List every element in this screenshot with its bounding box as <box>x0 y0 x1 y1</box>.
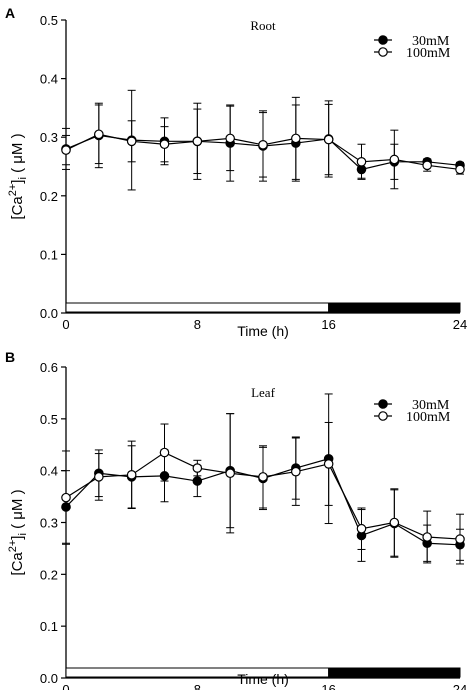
data-point-100mM <box>356 157 367 167</box>
data-point-30mM <box>192 476 203 486</box>
legend-marker <box>378 47 388 57</box>
legend-marker <box>378 411 388 421</box>
x-tick-label: 0 <box>62 317 69 332</box>
light-period-bar <box>65 667 330 678</box>
data-point-100mM <box>258 472 268 482</box>
y-tick-label: 0.4 <box>40 464 58 479</box>
x-tick-label: 8 <box>194 682 201 690</box>
dark-period-bar <box>328 302 461 313</box>
x-tick-label: 0 <box>62 682 69 690</box>
data-point-100mM <box>455 164 465 175</box>
y-tick-label: 0.2 <box>40 567 58 582</box>
y-tick-label: 0.0 <box>40 671 58 686</box>
data-point-100mM <box>323 459 334 469</box>
x-tick-label: 24 <box>453 317 467 332</box>
legend-label: 30mM <box>412 398 450 413</box>
y-tick-label: 0.3 <box>40 130 58 145</box>
data-point-100mM <box>94 472 104 482</box>
y-tick-label: 0.5 <box>40 412 58 427</box>
data-point-100mM <box>126 136 137 147</box>
chart-title: Root <box>250 18 276 33</box>
y-axis-label: [Ca2+]i ( μM ) <box>7 133 29 219</box>
x-tick-label: 16 <box>321 682 335 690</box>
x-tick-label: 24 <box>453 682 467 690</box>
panel-label: B <box>5 349 15 365</box>
data-point-100mM <box>61 145 71 155</box>
y-tick-label: 0.6 <box>40 360 58 375</box>
data-point-100mM <box>61 492 71 503</box>
light-period-bar <box>65 302 330 313</box>
legend-label: 100mM <box>406 46 451 61</box>
data-point-30mM <box>159 471 170 481</box>
data-point-100mM <box>159 447 170 458</box>
y-tick-label: 0.5 <box>40 13 58 28</box>
chart-panel-B: B 0.0 0.1 0.2 0.3 0.4 0.5 0.6 0 8 16 24 Time (h) [Ca2… <box>5 349 467 690</box>
y-tick-label: 0.2 <box>40 189 58 204</box>
y-tick-label: 0.0 <box>40 306 58 321</box>
x-tick-label: 16 <box>321 317 335 332</box>
data-point-100mM <box>258 140 268 150</box>
data-point-100mM <box>192 136 203 147</box>
legend-label: 100mM <box>406 410 451 425</box>
legend-marker <box>378 35 388 45</box>
y-tick-label: 0.3 <box>40 516 58 531</box>
data-point-100mM <box>94 129 104 140</box>
data-point-100mM <box>389 154 400 165</box>
data-point-100mM <box>291 133 301 144</box>
y-axis-label: [Ca2+]i ( μM ) <box>7 489 29 575</box>
data-point-100mM <box>225 133 235 144</box>
data-point-100mM <box>192 463 203 473</box>
data-point-100mM <box>323 134 334 145</box>
y-tick-label: 0.1 <box>40 619 58 634</box>
legend-marker <box>378 399 388 409</box>
dark-period-bar <box>328 667 461 678</box>
x-axis-label: Time (h) <box>237 671 289 687</box>
panel-label: A <box>5 5 15 21</box>
x-tick-label: 8 <box>194 317 201 332</box>
data-point-30mM <box>61 502 71 512</box>
x-axis-label: Time (h) <box>237 323 289 339</box>
data-point-100mM <box>455 534 465 544</box>
data-point-100mM <box>422 160 432 171</box>
chart-title: Leaf <box>251 385 275 400</box>
data-point-100mM <box>159 139 170 150</box>
chart-panel-A: A 0.0 0.1 0.2 0.3 0.4 0.5 0 8 16 24 Time (h) [Ca2+]i… <box>5 5 467 339</box>
data-point-100mM <box>225 468 235 479</box>
data-point-100mM <box>356 523 367 534</box>
data-point-100mM <box>389 517 400 528</box>
y-tick-label: 0.4 <box>40 72 58 87</box>
legend-label: 30mM <box>412 34 450 49</box>
y-tick-label: 0.1 <box>40 247 58 262</box>
data-point-100mM <box>126 470 137 480</box>
data-point-100mM <box>291 466 301 477</box>
data-point-100mM <box>422 532 432 542</box>
